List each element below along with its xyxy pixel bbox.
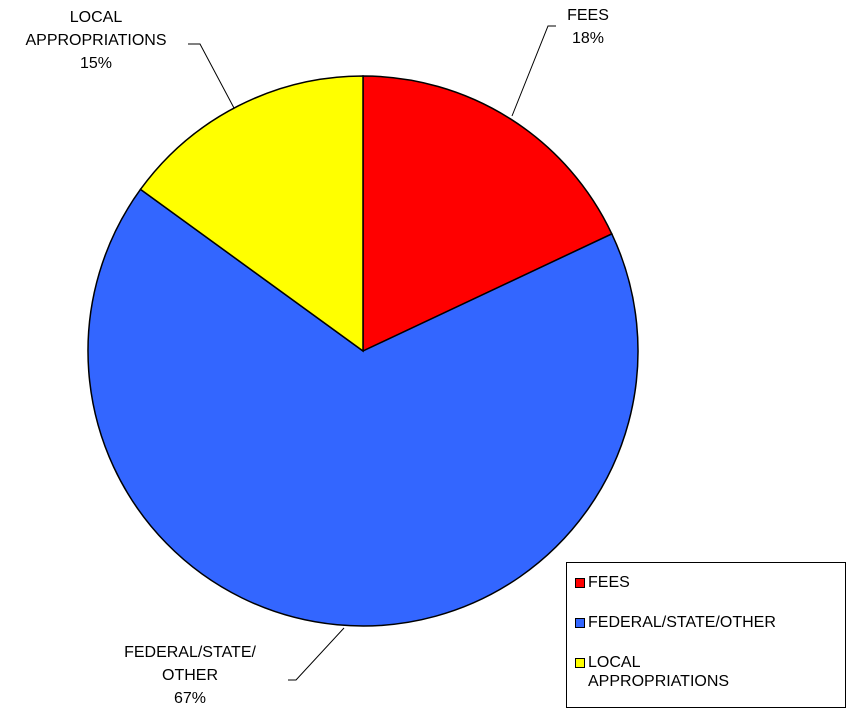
data-label-federal-state-other: FEDERAL/STATE/OTHER 67% <box>124 644 256 707</box>
legend: FEES FEDERAL/STATE/OTHER LOCAL APPROPRIA… <box>566 562 846 708</box>
leader-line-federal-state-other <box>288 627 345 681</box>
legend-label-federal-state-other: FEDERAL/STATE/OTHER <box>588 614 776 631</box>
legend-label-local-appropriations: LOCAL APPROPRIATIONS <box>588 654 730 690</box>
leader-line-fees <box>511 25 556 117</box>
legend-swatch-federal-state-other <box>575 618 585 628</box>
data-label-fees: FEES 18% <box>567 7 609 47</box>
legend-swatch-local-appropriations <box>575 658 585 668</box>
pie-slice-fees <box>362 75 613 353</box>
legend-item-local-appropriations: LOCAL APPROPRIATIONS <box>575 653 729 691</box>
pie-slice-local-appropriations <box>139 75 364 353</box>
legend-item-federal-state-other: FEDERAL/STATE/OTHER <box>575 613 776 632</box>
data-label-local-appropriations: LOCAL APPROPRIATIONS 15% <box>25 9 166 72</box>
leader-line-local-appropriations <box>188 43 235 109</box>
legend-label-fees: FEES <box>588 574 630 591</box>
pie-slice-federal-state-other <box>87 188 639 627</box>
legend-item-fees: FEES <box>575 573 630 592</box>
legend-swatch-fees <box>575 578 585 588</box>
